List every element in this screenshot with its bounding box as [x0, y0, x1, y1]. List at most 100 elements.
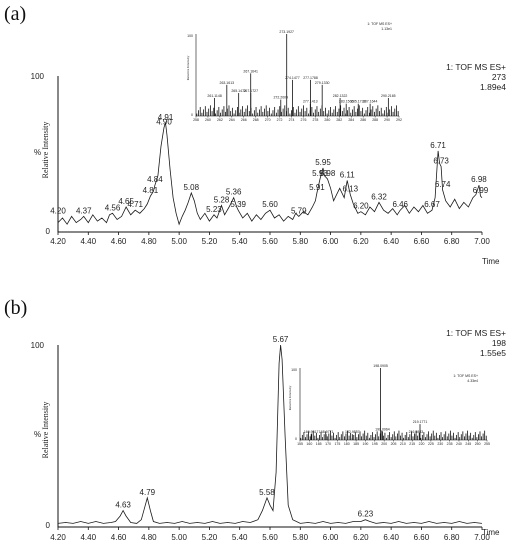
panel-b-inset-xtick-label: 185	[353, 442, 359, 446]
panel-a-peak-label: 4.65	[118, 197, 134, 206]
panel-a-peak-label: 6.98	[471, 175, 487, 184]
panel-a-xtick-label: 5.80	[292, 237, 308, 246]
panel-a-inset-peak-label: 273.1927	[279, 30, 294, 34]
panel-b-inset-xtick-label: 155	[297, 442, 303, 446]
panel-a-xtick-label: 5.40	[232, 237, 248, 246]
panel-a-peak-label: 6.46	[392, 200, 408, 209]
panel-b-xlabel: Time	[482, 528, 500, 537]
panel-b-peak-label: 4.63	[115, 501, 131, 510]
panel-a-peak-label: 4.81	[143, 186, 159, 195]
panel-a-axes	[57, 76, 482, 233]
panel-a-inset-info-intensity: 1.13e1	[381, 27, 392, 31]
panel-a-inset-peak-label: 267.1727	[243, 89, 258, 93]
panel-a-inset-peak-label: 282.1322	[333, 94, 348, 98]
panel-a-trace	[57, 122, 483, 226]
panel-b-inset: Relative Intensity 100 0 1: TOF MS ES+ 4…	[288, 364, 490, 446]
panel-a-inset-xtick-label: 284	[348, 118, 354, 122]
panel-a-peak-label: 5.23	[206, 205, 222, 214]
panel-b-inset-peak-label: 219.1771	[413, 420, 428, 424]
panel-a-inset-xtick-label: 288	[372, 118, 378, 122]
panel-b-inset-info-intensity: 4.33e4	[467, 379, 478, 383]
panel-a-percent: %	[34, 148, 41, 157]
panel-b-inset-ytick-0: 0	[295, 437, 297, 441]
panel-a-xtick-label: 6.60	[414, 237, 430, 246]
panel-a-inset-xtick-label: 268	[253, 118, 259, 122]
panel-b-xtick-label: 5.40	[232, 533, 248, 542]
panel-a-peak-label: 4.91	[158, 113, 174, 122]
panel-a-inset-peak-label: 261.1148	[207, 94, 221, 98]
panel-a-peak-label: 6.71	[430, 141, 446, 150]
panel-a-inset-peak-label: 263.1613	[220, 81, 235, 85]
panel-a-inset-xtick-label: 258	[193, 118, 199, 122]
panel-b-xtick-label: 4.20	[50, 533, 66, 542]
panel-a-xtick-label: 7.00	[474, 237, 490, 246]
panel-a-xtick-label: 6.40	[383, 237, 399, 246]
panel-a-peak-label: 5.91	[309, 183, 325, 192]
panel-a-inset-xtick-label: 272	[277, 118, 283, 122]
panel-b: (b) 1: TOF MS ES+ 198 1.55e5 Relative In…	[4, 297, 506, 542]
panel-a-inset-peak-label: 272.2009	[273, 96, 288, 100]
panel-a-inset-ytick-0: 0	[191, 113, 193, 117]
panel-b-inset-peak-label: 182.9857	[345, 430, 360, 434]
panel-a-inset-peak-label: 265.1472	[231, 89, 246, 93]
panel-b-peak-label: 5.58	[259, 488, 275, 497]
panel-b-inset-xtick-label: 240	[456, 442, 462, 446]
panel-b-inset-ytick-100: 100	[291, 368, 297, 372]
panel-b-inset-xtick-label: 235	[447, 442, 453, 446]
panel-b-inset-xtick-label: 230	[437, 442, 443, 446]
panel-a-inset-peak-label: 274.1477	[285, 76, 300, 80]
panel-a-inset-xtick-label: 280	[324, 118, 330, 122]
panel-b-inset-xtick-label: 245	[465, 442, 471, 446]
panel-a-peak-labels: 4.20 4.37 4.564.654.714.81 4.84 4.904.91 5.08…	[50, 113, 489, 216]
panel-a-peak-label: 6.99	[473, 186, 489, 195]
panel-a-xtick-label: 4.80	[141, 237, 157, 246]
panel-b-inset-peak-label: 160.9617	[304, 430, 319, 434]
panel-b-xtick-label: 6.40	[383, 533, 399, 542]
panel-a-peak-label: 6.67	[424, 200, 440, 209]
panel-a-xtick-label: 6.80	[444, 237, 460, 246]
panel-a-peak-label: 5.39	[230, 200, 246, 209]
panel-a-ylabel: Relative Intensity	[41, 122, 50, 179]
panel-a-peak-label: 5.36	[226, 188, 242, 197]
panel-b-inset-xtick-label: 160	[306, 442, 312, 446]
panel-a-peak-label: 5.98	[320, 169, 336, 178]
panel-a-inset-peak-label: 285.1732	[351, 100, 366, 104]
panel-a-inset-xtick-label: 262	[217, 118, 223, 122]
panel-b-inset-peak-label: 216.9883	[409, 430, 424, 434]
panel-a-xtick-label: 5.60	[262, 237, 278, 246]
panel-b-xtick-label: 5.80	[292, 533, 308, 542]
panel-b-trace	[57, 344, 483, 524]
panel-b-xtick-label: 4.40	[80, 533, 96, 542]
panel-a-peak-label: 4.90	[156, 117, 172, 126]
panel-b-inset-xtick-label: 190	[363, 442, 369, 446]
panel-a-peak-label: 4.71	[127, 200, 143, 209]
panel-b-inset-ylabel: Relative Intensity	[288, 385, 292, 410]
panel-a-peak-label: 6.20	[353, 202, 369, 211]
panel-a-xtick-label: 5.20	[202, 237, 218, 246]
panel-a-inset-xtick-label: 282	[336, 118, 342, 122]
panel-b-inset-peak-label: 199.0964	[375, 427, 390, 431]
panel-b-xtick-label: 6.20	[353, 533, 369, 542]
panel-a-peak-label: 6.74	[435, 180, 451, 189]
panel-a-ytick-0: 0	[46, 227, 51, 236]
panel-a-peak-label: 4.84	[147, 175, 163, 184]
panel-b-inset-xtick-label: 225	[428, 442, 434, 446]
panel-b-inset-axes	[299, 368, 487, 441]
panel-a-info-scan: 1: TOF MS ES+	[446, 62, 506, 72]
panel-b-xtick-label: 4.80	[141, 533, 157, 542]
panel-a-peak-label: 6.73	[433, 156, 449, 165]
panel-a-inset-x-ticks: 258 260 262 264 266 268 270 272 274 276 278 280 282 2…	[193, 116, 402, 122]
panel-a-inset-ylabel: Relative Intensity	[186, 55, 190, 80]
panel-a-inset: Relative Intensity 100 0 1: TOF MS ES+ 1…	[186, 22, 402, 122]
panel-a-peak-label: 6.13	[342, 185, 358, 194]
panel-a-inset-xtick-label: 278	[312, 118, 318, 122]
panel-b-peak-label: 4.79	[140, 488, 156, 497]
panel-a-ytick-100: 100	[31, 72, 45, 81]
panel-b-info-mass: 198	[492, 338, 506, 348]
panel-b-xtick-label: 5.00	[171, 533, 187, 542]
panel-a-inset-xtick-label: 290	[384, 118, 390, 122]
panel-a-inset-peak-label: 283.1566	[339, 100, 354, 104]
panel-a-inset-xtick-label: 292	[396, 118, 402, 122]
panel-a-xtick-label: 4.40	[80, 237, 96, 246]
panel-b-peak-label: 5.67	[273, 335, 289, 344]
